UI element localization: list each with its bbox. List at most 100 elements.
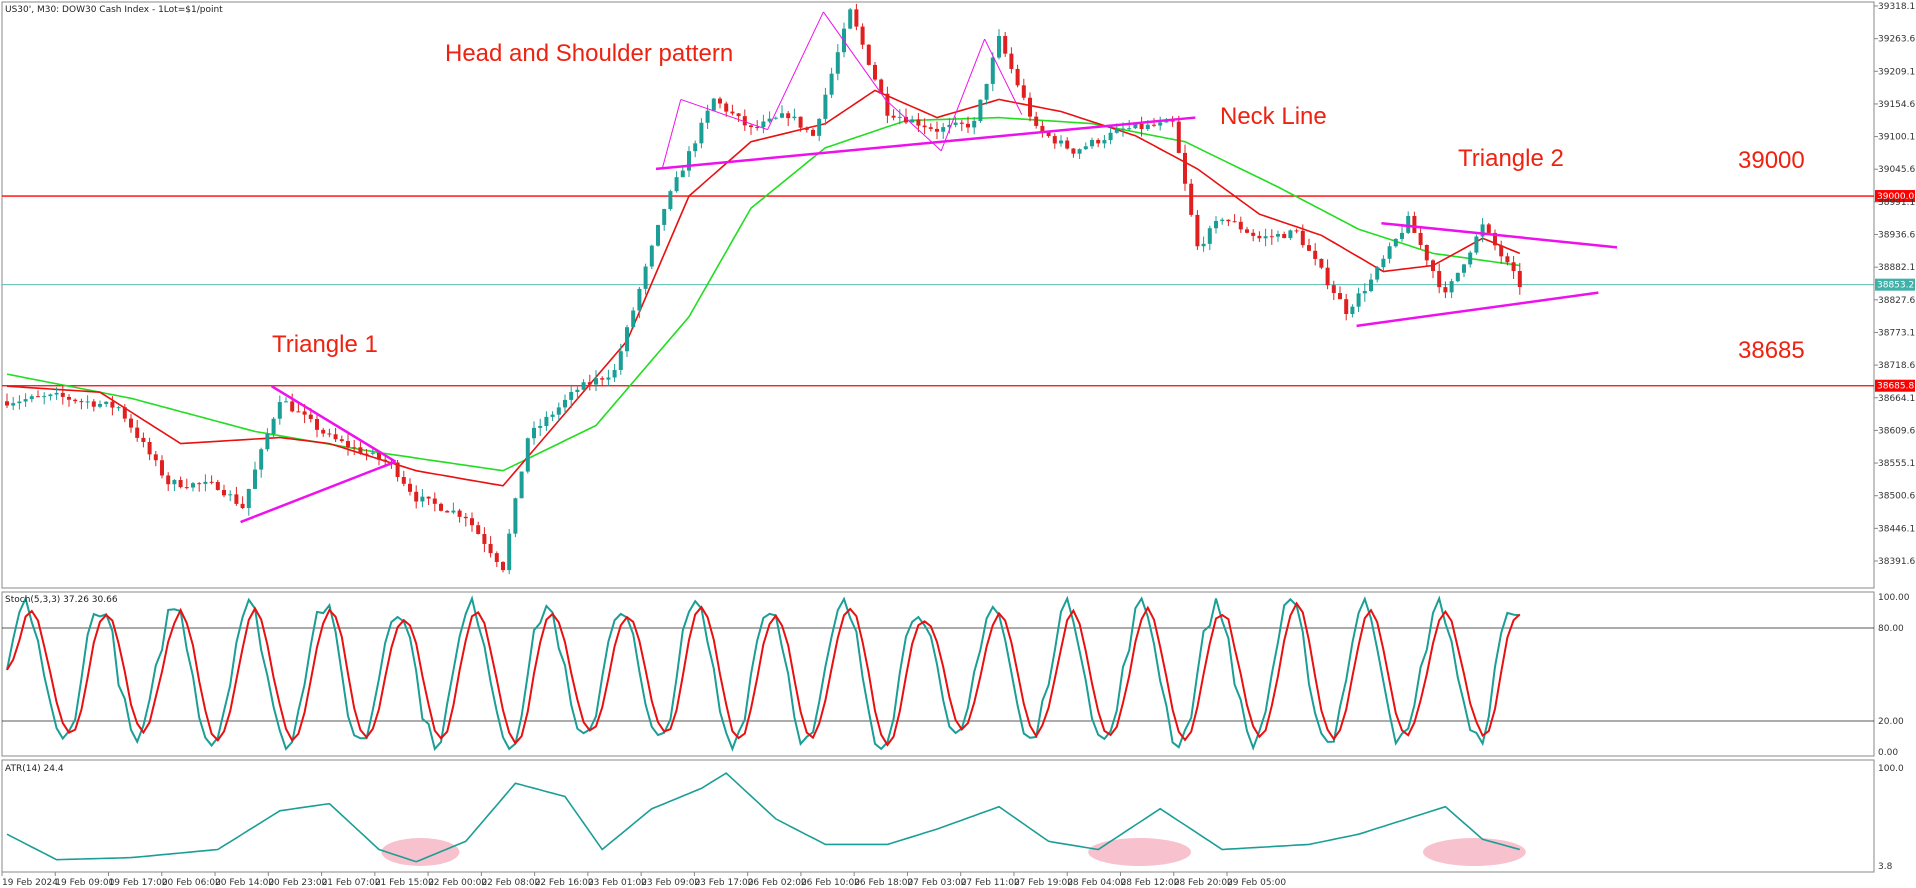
candle-body — [730, 111, 735, 114]
candle-body — [470, 518, 474, 526]
candle-body — [104, 401, 109, 405]
head-shoulder-outline[interactable] — [822, 11, 886, 100]
neck-line[interactable] — [655, 116, 1196, 171]
candle-body — [271, 418, 276, 434]
candle-body — [928, 127, 933, 129]
candle-body — [780, 113, 784, 118]
candle-body — [1443, 287, 1448, 293]
candle-body — [674, 177, 679, 192]
time-tick-label: 22 Feb 00:00 — [428, 878, 487, 888]
candle-body — [1288, 230, 1293, 239]
candle-body — [135, 427, 140, 438]
triangle2-upper-line[interactable] — [1381, 221, 1618, 249]
candle-body — [668, 191, 673, 209]
head-shoulder-outline[interactable] — [661, 99, 682, 170]
time-tick-label: 19 Feb 2024 — [2, 878, 58, 888]
triangle1-lower-line[interactable] — [240, 460, 397, 524]
head-shoulder-outline[interactable] — [767, 11, 824, 130]
candle-body — [11, 403, 16, 406]
candle-body — [1077, 149, 1082, 154]
candle-body — [1356, 293, 1361, 307]
time-tick-label: 19 Feb 09:00 — [55, 878, 114, 888]
price-panel[interactable]: 39000.0 38685.8 38853.2 39318.1 39263.6 3920… — [1, 1, 1915, 589]
candle-body — [1207, 228, 1212, 244]
candle-body — [1418, 232, 1423, 245]
level-price-tag — [1875, 379, 1915, 392]
candle-body — [1158, 122, 1163, 126]
candle-body — [550, 414, 555, 417]
atr-label: ATR(14) 24.4 — [5, 764, 64, 774]
stochastic-label: Stoch(5,3,3) 37.26 30.66 — [5, 595, 118, 605]
candle-body — [984, 83, 989, 100]
atr-panel[interactable]: 100.0 3.8 — [1, 759, 1904, 873]
candle-body — [463, 516, 468, 519]
candle-body — [1369, 279, 1373, 292]
candle-body — [1090, 139, 1094, 147]
head-shoulder-outline[interactable] — [680, 98, 768, 131]
candle-body — [42, 396, 47, 398]
candle-body — [618, 351, 623, 370]
candle-body — [513, 498, 518, 534]
candle-body — [1232, 221, 1237, 223]
candle-body — [519, 471, 524, 499]
stochastic-panel[interactable]: 100.00 80.00 20.00 0.00 — [1, 591, 1910, 758]
candle-body — [203, 481, 208, 484]
candle-body — [1325, 267, 1330, 286]
candle-body — [209, 481, 214, 483]
price-tick-label: 38991.1 — [1878, 198, 1915, 208]
candle-body — [184, 487, 189, 489]
candle-body — [600, 378, 605, 380]
candle-body — [265, 433, 270, 450]
candle-body — [401, 476, 406, 484]
candle-body — [786, 113, 791, 119]
candle-body — [296, 411, 301, 413]
triangle1-annotation: Triangle 1 — [272, 331, 378, 358]
atr-line — [6, 772, 1521, 863]
head-shoulder-outline[interactable] — [984, 38, 1023, 115]
candle-body — [755, 127, 760, 129]
price-tick-label: 39263.6 — [1878, 35, 1915, 45]
time-tick-label: 27 Feb 11:00 — [961, 878, 1020, 888]
candle-body — [990, 57, 995, 84]
candle-body — [1338, 293, 1342, 300]
candle-body — [885, 93, 890, 116]
candle-body — [594, 378, 598, 385]
candle-body — [1462, 264, 1466, 273]
candle-body — [1052, 136, 1057, 144]
candle-body — [612, 369, 617, 378]
candle-body — [302, 411, 307, 415]
candle-body — [1350, 306, 1355, 315]
symbol-info-label: US30', M30: DOW30 Cash Index - 1Lot=$1/p… — [5, 5, 223, 15]
candle-body — [1313, 250, 1318, 259]
candle-body — [711, 98, 716, 111]
head-shoulder-outline[interactable] — [940, 38, 986, 151]
candle-body — [941, 127, 946, 132]
price-tick-label: 38773.1 — [1878, 328, 1915, 338]
triangle1-upper-line[interactable] — [270, 385, 397, 463]
candle-body — [742, 116, 747, 126]
time-tick-label: 20 Feb 14:00 — [215, 878, 274, 888]
candle-body — [1114, 129, 1119, 133]
candle-body — [191, 483, 195, 488]
time-tick-label: 19 Feb 17:00 — [109, 878, 168, 888]
candle-body — [122, 407, 127, 419]
candle-body — [1195, 214, 1200, 247]
time-tick-label: 28 Feb 12:00 — [1120, 878, 1179, 888]
price-tick-label: 38718.6 — [1878, 361, 1915, 371]
candle-body — [1424, 244, 1429, 261]
candle-body — [631, 310, 636, 328]
candle-body — [36, 396, 40, 398]
candle-body — [501, 561, 505, 571]
price-tick-label: 38882.1 — [1878, 263, 1915, 273]
candle-body — [253, 469, 257, 489]
time-tick-label: 26 Feb 18:00 — [854, 878, 913, 888]
triangle2-lower-line[interactable] — [1356, 291, 1599, 328]
candle-body — [116, 407, 121, 409]
candle-body — [129, 418, 133, 428]
price-tick-label: 38827.6 — [1878, 296, 1915, 306]
price-tick-label: 39100.1 — [1878, 133, 1915, 143]
stochastic-tick-label: 20.00 — [1878, 717, 1904, 727]
candle-body — [643, 266, 648, 289]
